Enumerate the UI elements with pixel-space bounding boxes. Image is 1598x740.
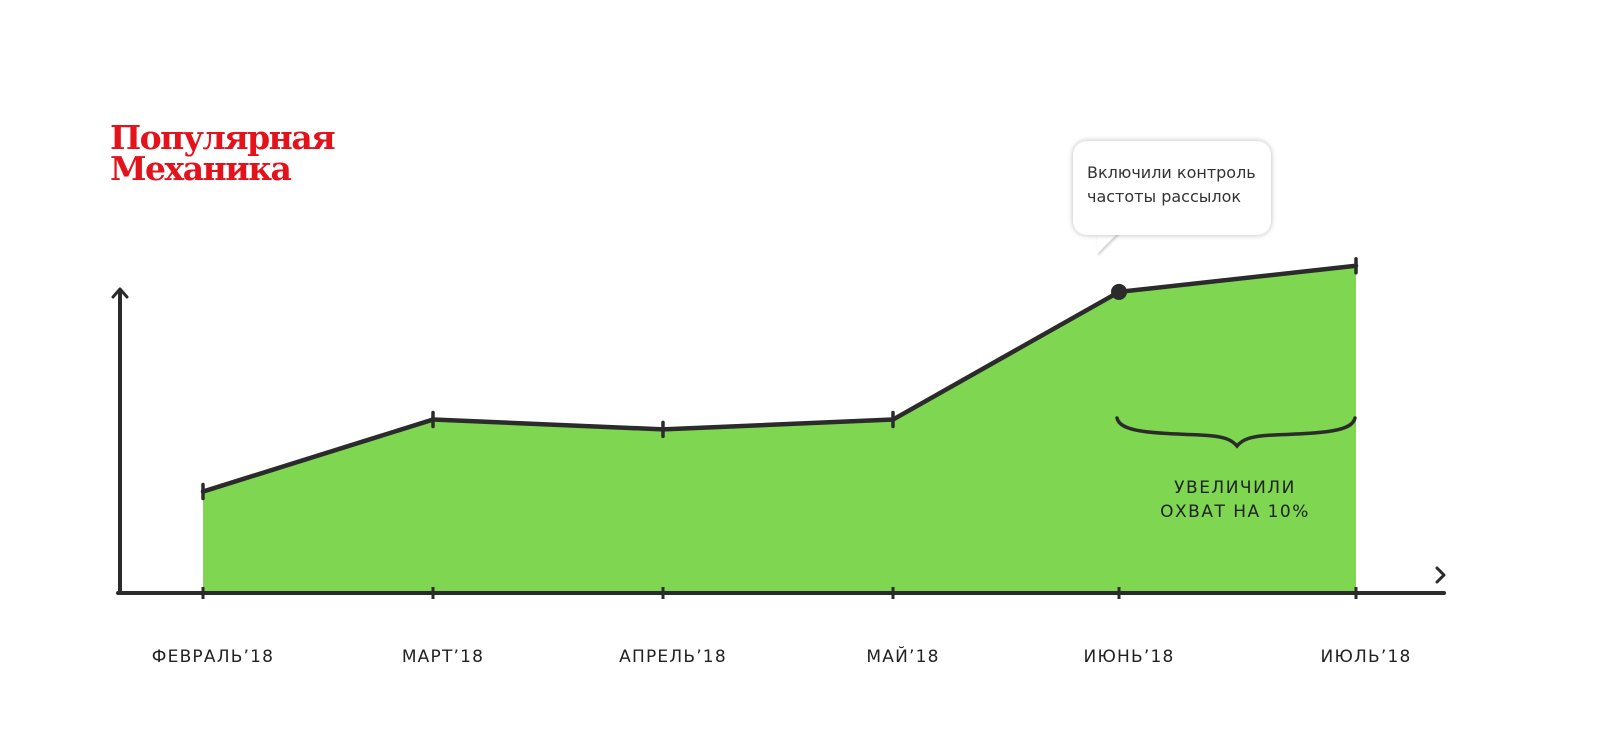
logo-line-1: Популярная — [110, 118, 336, 157]
x-tick-label-0: ФЕВРАЛЬ’18 — [151, 647, 275, 667]
y-axis-arrow — [111, 287, 129, 299]
x-tick-label-4: ИЮНЬ’18 — [1083, 647, 1175, 667]
callout-line-1: Включили контроль — [1087, 163, 1256, 182]
brace-annotation-line-1: УВЕЛИЧИЛИ — [1174, 478, 1296, 498]
x-axis-arrow — [1435, 566, 1446, 584]
callout-bubble: Включили контроль частоты рассылок — [1073, 141, 1271, 235]
area-fill — [203, 265, 1356, 593]
callout-line-2: частоты рассылок — [1087, 187, 1242, 206]
data-point-4 — [1111, 283, 1127, 300]
x-tick-label-1: МАРТ’18 — [401, 647, 485, 667]
series-line — [200, 263, 1359, 494]
brace-annotation-line-2: ОХВАТ НА 10% — [1160, 502, 1310, 522]
x-tick-label-2: АПРЕЛЬ’18 — [619, 647, 727, 667]
brand-logo: Популярная Механика — [110, 118, 336, 188]
brace-annotation: УВЕЛИЧИЛИ ОХВАТ НА 10% — [1135, 476, 1335, 524]
x-tick-label-5: ИЮЛЬ’18 — [1320, 647, 1412, 667]
callout-tail — [1097, 232, 1119, 254]
x-tick-label-3: МАЙ’18 — [866, 647, 940, 667]
logo-line-2: Механика — [110, 149, 292, 188]
brace — [1115, 416, 1357, 449]
